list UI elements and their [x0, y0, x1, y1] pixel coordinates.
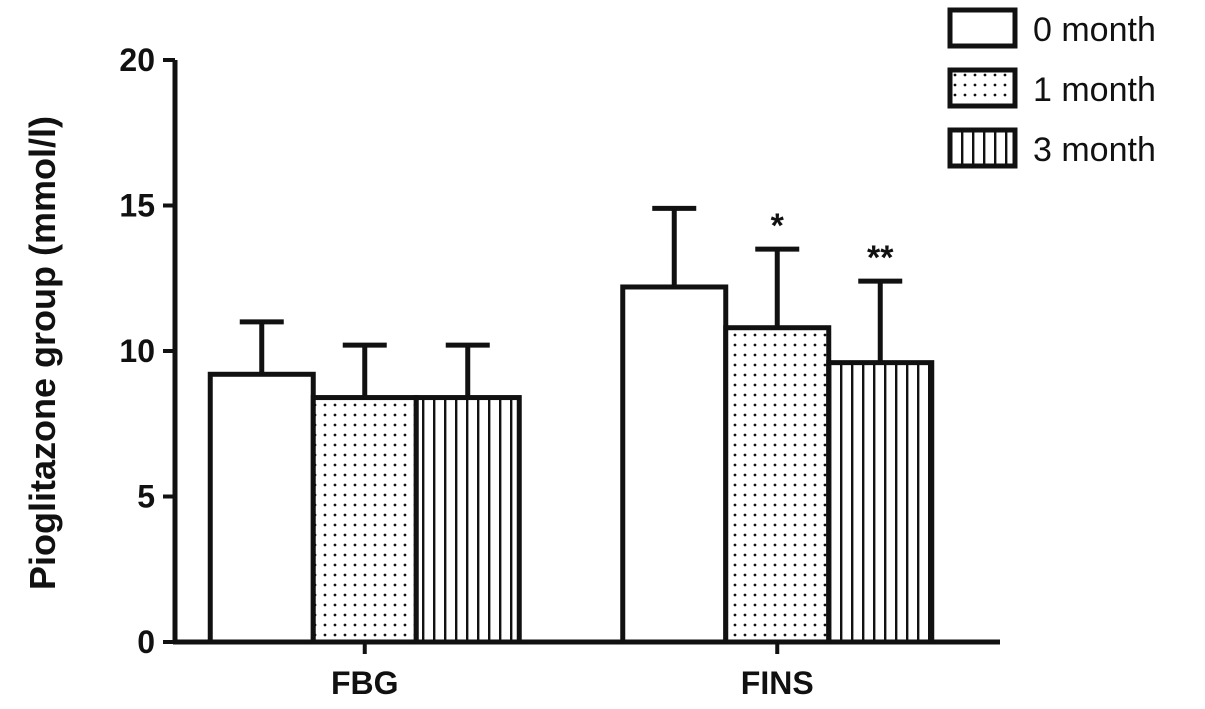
bar	[207, 371, 316, 645]
legend: 0 month 1 month 3 month	[947, 7, 1156, 169]
legend-label: 0 month	[1033, 11, 1156, 49]
y-tick-label: 0	[137, 624, 155, 660]
legend-swatch	[947, 67, 1018, 109]
bar	[413, 395, 522, 645]
x-tick-label: FBG	[331, 665, 399, 701]
y-tick-label: 20	[119, 42, 155, 78]
bar	[723, 325, 832, 645]
bars: ***	[207, 205, 935, 645]
legend-label: 3 month	[1033, 131, 1156, 169]
bar	[826, 360, 935, 645]
x-tick-label: FINS	[741, 665, 814, 701]
bar	[620, 284, 729, 645]
bar	[310, 395, 419, 645]
y-tick-label: 15	[119, 188, 155, 224]
significance-marker: *	[771, 207, 785, 245]
y-axis-title: Pioglitazone group (mmol/l)	[22, 116, 63, 590]
y-tick-label: 10	[119, 333, 155, 369]
legend-swatch	[947, 7, 1018, 49]
legend-swatch	[947, 127, 1018, 169]
legend-label: 1 month	[1033, 71, 1156, 109]
y-tick-label: 5	[137, 479, 155, 515]
significance-marker: **	[867, 239, 894, 277]
